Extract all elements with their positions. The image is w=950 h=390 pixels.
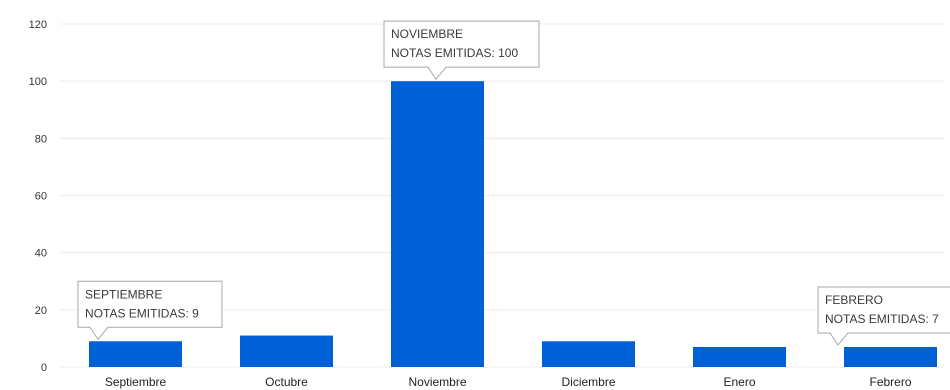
tooltip-box: [77, 280, 223, 341]
y-tick-label: 120: [29, 19, 47, 31]
x-tick-label: Septiembre: [105, 375, 167, 389]
tooltip-box: [383, 20, 540, 81]
y-tick-label: 40: [35, 248, 47, 260]
x-tick-label: Noviembre: [408, 375, 466, 389]
x-tick-label: Diciembre: [561, 375, 615, 389]
y-tick-label: 80: [35, 133, 47, 145]
y-tick-label: 100: [29, 76, 47, 88]
y-tick-label: 60: [35, 191, 47, 203]
bar-febrero[interactable]: [844, 346, 937, 367]
tooltips: SEPTIEMBRE NOTAS EMITIDAS: 9 NOVIEMBRE NOTA…: [77, 20, 950, 346]
tooltip-value-label: NOTAS EMITIDAS: 100: [391, 46, 518, 60]
tooltip-month-label: SEPTIEMBRE: [85, 287, 162, 301]
bar-septiembre[interactable]: [89, 341, 182, 367]
tooltip-callout: FEBRERO NOTAS EMITIDAS: 7: [817, 286, 950, 346]
tooltip-box: [817, 286, 950, 346]
x-tick-label: Octubre: [265, 375, 308, 389]
tooltip-month-label: FEBRERO: [825, 293, 883, 307]
bar-octubre[interactable]: [240, 335, 333, 367]
x-tick-label: Febrero: [869, 375, 911, 389]
tooltip-callout: NOVIEMBRE NOTAS EMITIDAS: 100: [383, 20, 540, 81]
x-axis: Septiembre Octubre Noviembre Diciembre Enero…: [105, 375, 912, 389]
bar-diciembre[interactable]: [542, 341, 635, 367]
x-tick-label: Enero: [723, 375, 755, 389]
bar-noviembre[interactable]: [391, 81, 484, 368]
y-tick-label: 0: [41, 362, 47, 374]
bar-enero[interactable]: [693, 346, 786, 367]
y-tick-label: 20: [35, 305, 47, 317]
bars: [89, 81, 937, 368]
tooltip-month-label: NOVIEMBRE: [391, 27, 463, 41]
tooltip-callout: SEPTIEMBRE NOTAS EMITIDAS: 9: [77, 280, 223, 341]
tooltip-value-label: NOTAS EMITIDAS: 7: [825, 312, 939, 326]
tooltip-value-label: NOTAS EMITIDAS: 9: [85, 306, 199, 320]
y-axis: 0 20 40 60 80 100 120: [29, 19, 47, 374]
